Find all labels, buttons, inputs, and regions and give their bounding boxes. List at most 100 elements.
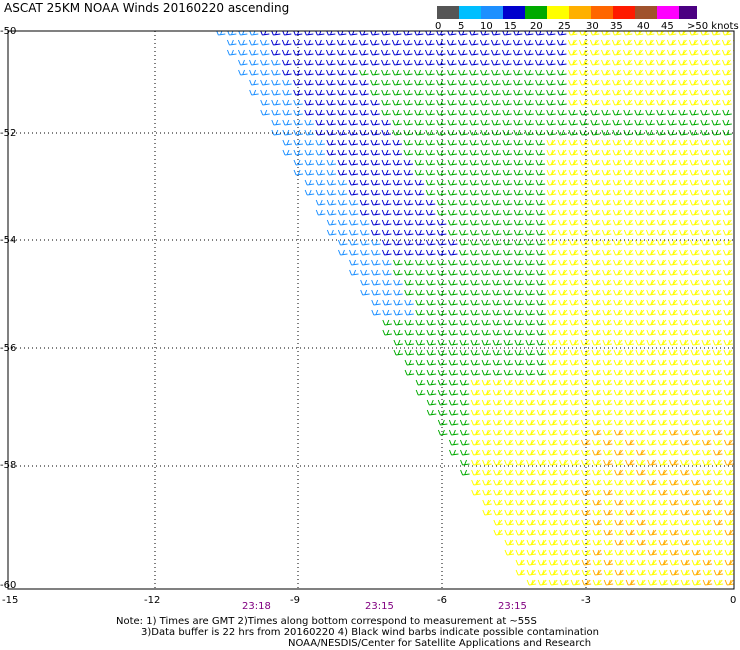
- wind-barb: [667, 59, 677, 66]
- wind-barb: [381, 209, 392, 216]
- wind-barb: [380, 49, 391, 56]
- wind-barb: [678, 69, 688, 76]
- wind-barb: [524, 119, 534, 126]
- wind-barb: [559, 529, 569, 536]
- wind-barb: [580, 269, 590, 276]
- wind-barb: [581, 579, 592, 586]
- wind-barb: [569, 369, 580, 376]
- wind-barb: [602, 419, 613, 426]
- wind-barb: [359, 119, 369, 126]
- wind-barb: [480, 199, 491, 206]
- wind-barb: [568, 229, 579, 236]
- wind-barb: [526, 539, 537, 546]
- wind-barb: [623, 189, 634, 196]
- wind-barb: [449, 449, 459, 456]
- wind-barb: [525, 279, 535, 286]
- wind-barb: [592, 469, 602, 476]
- wind-barb: [569, 359, 580, 366]
- wind-barb: [646, 379, 657, 386]
- wind-barb: [602, 409, 613, 416]
- wind-barb: [414, 219, 425, 226]
- wind-barb: [338, 249, 348, 256]
- wind-barb: [447, 229, 458, 236]
- wind-barb: [679, 269, 689, 276]
- wind-barb: [481, 389, 492, 396]
- wind-barb: [569, 299, 579, 306]
- wind-barb: [424, 49, 435, 56]
- wind-barb: [669, 459, 679, 466]
- wind-barb: [592, 519, 602, 526]
- wind-barb: [724, 549, 734, 556]
- wind-barb: [382, 309, 392, 316]
- wind-barb: [657, 259, 667, 266]
- wind-barb: [469, 99, 479, 106]
- wind-barb: [625, 549, 636, 556]
- wind-barb: [579, 59, 589, 66]
- wind-barb: [370, 199, 381, 206]
- wind-barb: [315, 189, 326, 196]
- wind-barb: [414, 69, 424, 76]
- wind-barb: [526, 579, 537, 586]
- wind-barb: [733, 240, 734, 241]
- wind-barb: [614, 569, 625, 576]
- wind-barb: [624, 349, 635, 356]
- wind-barb: [525, 399, 536, 406]
- wind-barb: [535, 209, 546, 216]
- wind-barb: [513, 219, 524, 226]
- wind-barb: [403, 59, 413, 66]
- wind-barb: [602, 429, 613, 436]
- wind-barb: [578, 49, 589, 56]
- wind-barb: [403, 31, 413, 36]
- wind-barb: [447, 119, 457, 126]
- wind-barb: [536, 369, 547, 376]
- wind-barb: [326, 189, 337, 196]
- wind-barb: [491, 209, 502, 216]
- wind-barb: [513, 59, 523, 66]
- wind-barb: [370, 139, 380, 146]
- wind-barb: [460, 449, 470, 456]
- wind-barb: [601, 209, 612, 216]
- wind-barb: [700, 109, 710, 116]
- wind-barb: [680, 479, 690, 486]
- wind-barb: [425, 239, 436, 246]
- wind-barb: [270, 39, 281, 46]
- wind-barb: [700, 209, 711, 216]
- wind-barb: [678, 31, 688, 36]
- wind-barb: [515, 519, 525, 526]
- wind-barb: [382, 279, 392, 286]
- wind-barb: [601, 229, 612, 236]
- wind-barb: [337, 199, 348, 206]
- wind-barb: [503, 349, 514, 356]
- wind-barb: [471, 489, 481, 496]
- wind-barb: [645, 169, 656, 176]
- wind-barb: [636, 519, 646, 526]
- wind-barb: [514, 439, 525, 446]
- wind-barb: [545, 39, 556, 46]
- wind-barb: [436, 179, 447, 186]
- wind-barb: [393, 319, 403, 326]
- wind-barb: [668, 379, 679, 386]
- wind-barb: [458, 69, 468, 76]
- wind-barb: [458, 119, 468, 126]
- wind-barb: [557, 179, 568, 186]
- wind-barb: [645, 139, 655, 146]
- wind-barb: [414, 79, 424, 86]
- wind-barb: [360, 259, 370, 266]
- wind-barb: [722, 179, 733, 186]
- wind-barb: [591, 429, 602, 436]
- wind-barb: [580, 249, 590, 256]
- wind-barb: [270, 49, 281, 56]
- wind-barb: [336, 39, 347, 46]
- wind-barb: [369, 49, 380, 56]
- wind-barb: [502, 79, 512, 86]
- wind-barb: [448, 339, 458, 346]
- wind-barb: [426, 309, 436, 316]
- wind-barb: [381, 199, 392, 206]
- wind-barb: [502, 69, 512, 76]
- wind-barb: [282, 129, 292, 136]
- wind-barb: [701, 399, 712, 406]
- wind-barb: [669, 479, 679, 486]
- wind-barb: [468, 49, 479, 56]
- wind-barb: [733, 210, 734, 211]
- wind-barb: [559, 549, 570, 556]
